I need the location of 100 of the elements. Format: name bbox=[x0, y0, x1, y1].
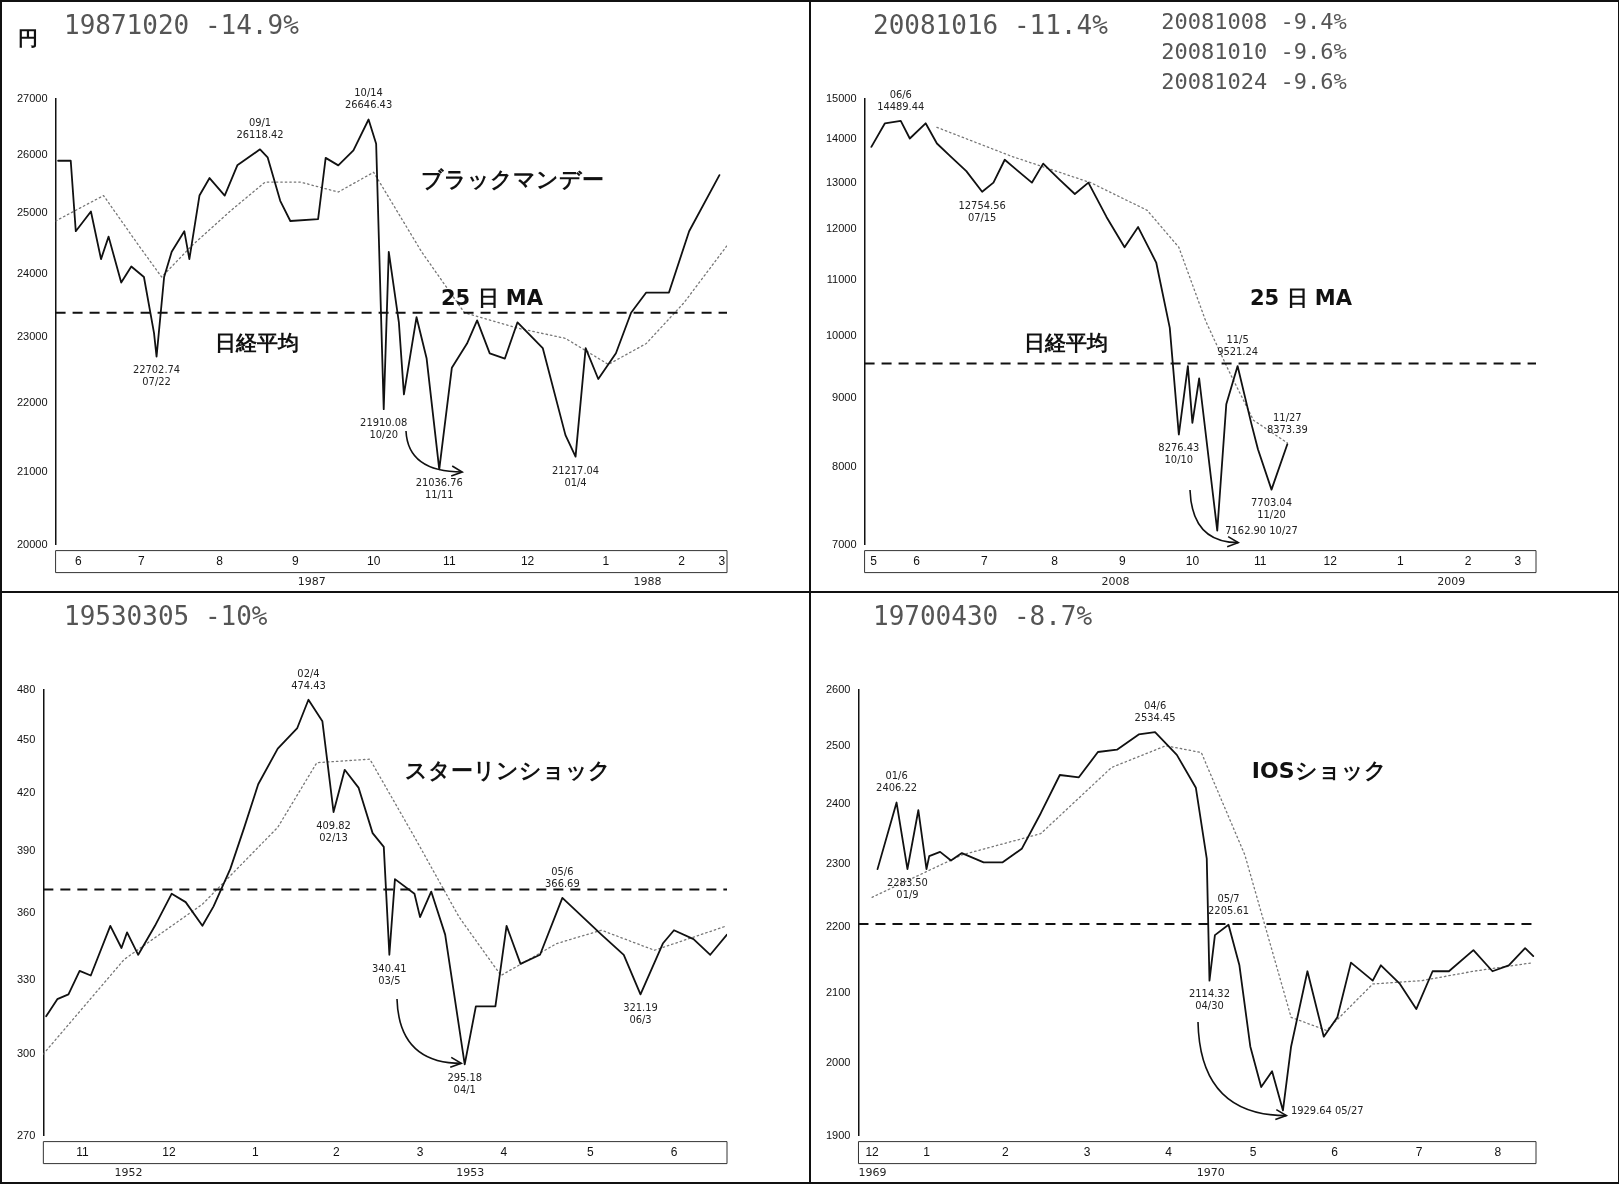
x-tick-label: 2 bbox=[678, 554, 686, 569]
y-tick-label: 23000 bbox=[16, 330, 48, 343]
x-tick-label: 3 bbox=[1083, 1145, 1091, 1160]
text: 1988 bbox=[633, 574, 662, 588]
y-tick-label: 8000 bbox=[832, 459, 857, 472]
annotation: 21910.08 10/20 bbox=[360, 416, 408, 442]
x-tick-label: 3 bbox=[718, 554, 726, 569]
y-tick-label: 450 bbox=[16, 733, 36, 746]
x-tick-label: 6 bbox=[74, 554, 82, 569]
x-tick-label: 9 bbox=[292, 554, 300, 569]
x-tick-label: 2 bbox=[333, 1145, 340, 1160]
x-tick-label: 5 bbox=[870, 554, 878, 569]
y-tick-label: 330 bbox=[16, 973, 36, 986]
text: 25 日 MA bbox=[1250, 285, 1353, 310]
x-tick-label: 1 bbox=[1397, 554, 1405, 569]
y-tick-label: 2400 bbox=[825, 796, 851, 809]
text: IOSショック bbox=[1251, 758, 1387, 784]
x-tick-label: 3 bbox=[416, 1145, 424, 1160]
text: 1969 bbox=[858, 1165, 887, 1179]
y-tick-label: 11000 bbox=[826, 273, 857, 286]
y-tick-label: 12000 bbox=[825, 222, 857, 235]
annotation: 2283.50 01/9 bbox=[886, 875, 928, 901]
x-tick-label: 6 bbox=[670, 1145, 678, 1160]
text: 1953 bbox=[456, 1165, 485, 1179]
chart-title: 19700430 -8.7% bbox=[873, 600, 1093, 631]
annotation: 7703.04 11/20 bbox=[1251, 496, 1292, 522]
y-tick-label: 2600 bbox=[825, 683, 851, 696]
annotation: 7162.90 10/27 bbox=[1225, 524, 1298, 538]
text: ブラックマンデー bbox=[420, 167, 604, 193]
y-tick-label: 9000 bbox=[832, 390, 857, 403]
x-tick-label: 1 bbox=[252, 1145, 260, 1160]
x-tick-label: 12 bbox=[162, 1145, 176, 1160]
annotation: 21217.04 01/4 bbox=[551, 463, 600, 489]
y-tick-label: 2500 bbox=[825, 738, 851, 751]
y-tick-label: 1900 bbox=[825, 1128, 851, 1141]
annotation: 04/6 2534.45 bbox=[1134, 699, 1176, 725]
annotation: 22702.74 07/22 bbox=[132, 363, 181, 389]
x-tick-label: 12 bbox=[520, 554, 535, 569]
annotation: 321.19 06/3 bbox=[623, 1001, 658, 1027]
text: 1970 bbox=[1196, 1165, 1225, 1179]
x-tick-label: 4 bbox=[500, 1145, 508, 1160]
y-tick-label: 420 bbox=[16, 786, 36, 799]
chart-title: 19871020 -14.9% bbox=[64, 9, 300, 40]
x-tick-label: 5 bbox=[1249, 1145, 1257, 1160]
text: 日経平均 bbox=[215, 330, 300, 355]
text: 1987 bbox=[297, 574, 326, 588]
y-tick-label: 20000 bbox=[16, 537, 48, 550]
y-tick-label: 270 bbox=[16, 1128, 36, 1141]
annotation: 12754.56 07/15 bbox=[958, 198, 1006, 224]
chart-title: 19530305 -10% bbox=[64, 600, 268, 631]
x-tick-label: 7 bbox=[1415, 1145, 1423, 1160]
x-tick-label: 6 bbox=[1331, 1145, 1339, 1160]
y-tick-label: 13000 bbox=[825, 175, 857, 188]
annotation: 06/6 14489.44 bbox=[877, 87, 925, 113]
annotation: 8276.43 10/10 bbox=[1158, 441, 1200, 467]
text: 2009 bbox=[1437, 574, 1466, 588]
text: スターリンショック bbox=[405, 758, 612, 784]
annotation: 05/6 366.69 bbox=[545, 864, 580, 890]
x-tick-label: 10 bbox=[1185, 554, 1200, 569]
x-tick-label: 11 bbox=[1253, 554, 1267, 569]
x-tick-label: 9 bbox=[1118, 554, 1126, 569]
y-tick-label: 480 bbox=[16, 683, 36, 696]
text: 日経平均 bbox=[1024, 330, 1109, 355]
annotation: 11/5 9521.24 bbox=[1217, 332, 1259, 358]
x-tick-label: 8 bbox=[216, 554, 224, 569]
x-tick-label: 3 bbox=[1514, 554, 1522, 569]
y-tick-label: 14000 bbox=[825, 132, 857, 145]
x-tick-label: 2 bbox=[1464, 554, 1472, 569]
y-tick-label: 2200 bbox=[825, 920, 851, 933]
annotation: 409.82 02/13 bbox=[316, 818, 351, 844]
y-tick-label: 2300 bbox=[825, 857, 851, 870]
y-tick-label: 25000 bbox=[16, 206, 48, 219]
x-tick-label: 11 bbox=[443, 554, 456, 569]
x-tick-label: 6 bbox=[913, 554, 921, 569]
text: 1952 bbox=[114, 1165, 143, 1179]
y-tick-label: 360 bbox=[16, 905, 36, 918]
y-tick-label: 390 bbox=[16, 843, 36, 856]
x-tick-label: 1 bbox=[923, 1145, 931, 1160]
x-tick-label: 1 bbox=[602, 554, 610, 569]
annotation: 295.18 04/1 bbox=[447, 1071, 483, 1097]
text: 20081008 -9.4% bbox=[1161, 8, 1347, 34]
x-tick-label: 11 bbox=[76, 1145, 89, 1160]
x-tick-label: 4 bbox=[1165, 1145, 1173, 1160]
y-tick-label: 300 bbox=[16, 1047, 36, 1060]
y-tick-label: 21000 bbox=[16, 465, 48, 478]
x-tick-label: 8 bbox=[1494, 1145, 1502, 1160]
y-axis-title: 円 bbox=[18, 26, 38, 51]
y-tick-label: 7000 bbox=[832, 537, 857, 550]
y-tick-label: 2000 bbox=[825, 1055, 851, 1068]
text: 2008 bbox=[1101, 574, 1130, 588]
y-tick-label: 27000 bbox=[16, 92, 48, 105]
x-tick-label: 2 bbox=[1002, 1145, 1010, 1160]
x-tick-label: 7 bbox=[981, 554, 989, 569]
annotation: 11/27 8373.39 bbox=[1266, 411, 1308, 437]
annotation: 09/1 26118.42 bbox=[236, 116, 284, 142]
chart-title: 20081016 -11.4% bbox=[873, 9, 1109, 40]
y-tick-label: 24000 bbox=[16, 266, 48, 279]
annotation: 01/6 2406.22 bbox=[876, 769, 918, 795]
annotation: 10/14 26646.43 bbox=[344, 86, 393, 112]
annotation: 21036.76 11/11 bbox=[415, 476, 463, 502]
